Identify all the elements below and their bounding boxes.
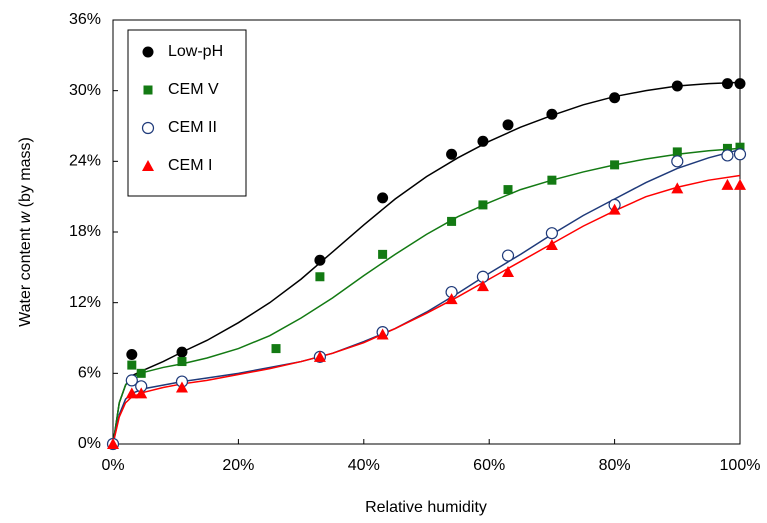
- legend-marker: [143, 85, 153, 95]
- marker: [672, 147, 682, 157]
- y-label-text: (by mass): [17, 137, 34, 212]
- marker: [447, 216, 457, 226]
- marker: [446, 148, 458, 160]
- y-tick-label: 0%: [78, 435, 101, 452]
- marker: [127, 360, 137, 370]
- legend-marker: [141, 121, 155, 135]
- marker: [734, 78, 746, 90]
- x-tick-label: 100%: [720, 457, 761, 474]
- legend-label: CEM V: [168, 81, 219, 98]
- marker: [271, 344, 281, 354]
- y-label-text: Water content: [17, 223, 34, 326]
- y-axis-label: Water content w (by mass): [17, 137, 34, 327]
- marker: [135, 387, 148, 399]
- legend-label: CEM II: [168, 119, 217, 136]
- marker: [314, 254, 326, 266]
- marker: [546, 108, 558, 120]
- marker: [608, 203, 621, 215]
- marker: [610, 160, 620, 170]
- marker: [609, 92, 621, 104]
- marker: [445, 293, 458, 305]
- marker: [502, 119, 514, 131]
- marker: [721, 149, 734, 162]
- marker: [376, 328, 389, 340]
- marker: [733, 148, 747, 161]
- marker: [176, 346, 188, 358]
- marker: [545, 227, 559, 240]
- y-tick-label: 24%: [69, 153, 101, 170]
- marker: [671, 182, 684, 194]
- x-tick-label: 40%: [348, 457, 380, 474]
- fit-curve: [112, 174, 741, 445]
- x-tick-label: 20%: [222, 457, 254, 474]
- marker: [503, 185, 513, 195]
- y-tick-label: 18%: [69, 223, 101, 240]
- marker: [136, 368, 146, 378]
- marker: [547, 175, 557, 185]
- marker: [476, 280, 489, 292]
- marker: [478, 200, 488, 210]
- marker: [735, 142, 745, 152]
- marker: [125, 374, 138, 387]
- marker: [502, 266, 515, 278]
- x-tick-label: 80%: [599, 457, 631, 474]
- marker: [313, 350, 326, 362]
- legend-marker: [142, 160, 154, 171]
- x-tick-label: 0%: [101, 457, 124, 474]
- x-tick-label: 60%: [473, 457, 505, 474]
- marker: [501, 249, 515, 262]
- marker: [545, 238, 558, 250]
- y-tick-label: 12%: [69, 294, 101, 311]
- marker: [477, 135, 489, 147]
- x-axis-label: Relative humidity: [365, 499, 487, 516]
- legend-label: Low-pH: [168, 43, 223, 60]
- legend-marker: [142, 46, 154, 58]
- marker: [175, 381, 188, 393]
- marker: [315, 272, 325, 282]
- marker: [107, 438, 119, 449]
- marker: [722, 143, 732, 153]
- legend-label: CEM I: [168, 157, 212, 174]
- marker: [377, 192, 389, 204]
- marker: [125, 387, 138, 399]
- y-tick-label: 30%: [69, 82, 101, 99]
- marker: [671, 155, 684, 168]
- y-label-var: w: [17, 210, 34, 223]
- marker: [734, 178, 746, 190]
- marker: [721, 178, 734, 190]
- marker: [671, 80, 683, 92]
- y-tick-label: 36%: [69, 11, 101, 28]
- marker: [378, 249, 388, 259]
- marker: [721, 78, 733, 90]
- marker: [126, 348, 138, 360]
- marker: [177, 357, 187, 367]
- y-tick-label: 6%: [78, 365, 101, 382]
